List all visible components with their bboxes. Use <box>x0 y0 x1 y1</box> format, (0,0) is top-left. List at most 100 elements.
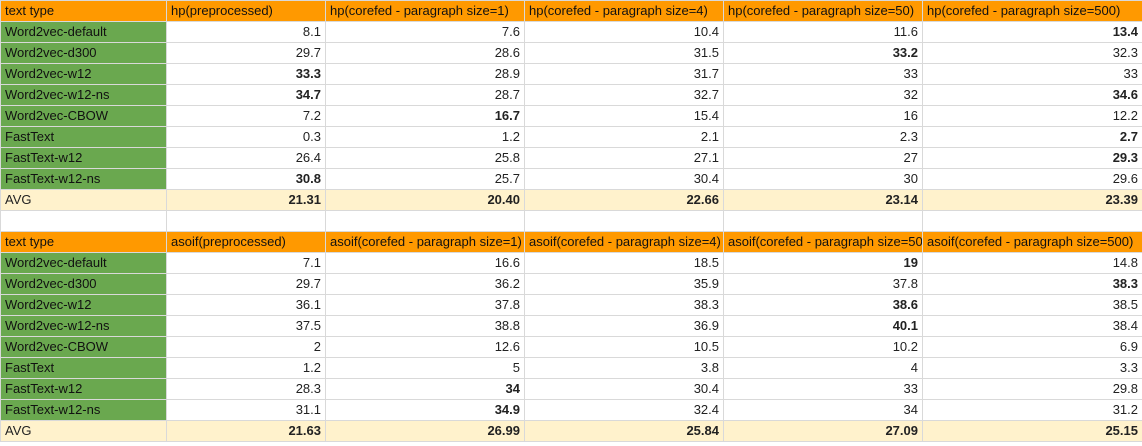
value-cell[interactable]: 34.7 <box>166 84 326 106</box>
average-value-cell[interactable]: 26.99 <box>325 420 525 442</box>
row-label-cell[interactable]: FastText-w12 <box>0 147 167 169</box>
value-cell[interactable]: 6.9 <box>922 336 1142 358</box>
value-cell[interactable]: 18.5 <box>524 252 724 274</box>
average-label-cell[interactable]: AVG <box>0 189 167 211</box>
row-label-cell[interactable]: FastText-w12-ns <box>0 168 167 190</box>
value-cell[interactable]: 1.2 <box>325 126 525 148</box>
value-cell[interactable]: 19 <box>723 252 923 274</box>
value-cell[interactable]: 16 <box>723 105 923 127</box>
value-cell[interactable]: 37.8 <box>325 294 525 316</box>
row-label-cell[interactable]: FastText-w12-ns <box>0 399 167 421</box>
value-cell[interactable]: 2.1 <box>524 126 724 148</box>
header-cell-text-type[interactable]: text type <box>0 231 167 253</box>
value-cell[interactable]: 36.2 <box>325 273 525 295</box>
value-cell[interactable]: 31.1 <box>166 399 326 421</box>
value-cell[interactable]: 12.2 <box>922 105 1142 127</box>
value-cell[interactable]: 3.8 <box>524 357 724 379</box>
row-label-cell[interactable]: FastText <box>0 357 167 379</box>
row-label-cell[interactable]: Word2vec-w12-ns <box>0 315 167 337</box>
empty-cell[interactable] <box>166 210 326 232</box>
header-cell[interactable]: asoif(corefed - paragraph size=1) <box>325 231 525 253</box>
header-cell[interactable]: asoif(corefed - paragraph size=50 <box>723 231 923 253</box>
value-cell[interactable]: 31.7 <box>524 63 724 85</box>
empty-cell[interactable] <box>0 210 167 232</box>
value-cell[interactable]: 38.8 <box>325 315 525 337</box>
value-cell[interactable]: 2.3 <box>723 126 923 148</box>
value-cell[interactable]: 33.3 <box>166 63 326 85</box>
value-cell[interactable]: 36.9 <box>524 315 724 337</box>
header-cell[interactable]: hp(corefed - paragraph size=1) <box>325 0 525 22</box>
value-cell[interactable]: 10.2 <box>723 336 923 358</box>
value-cell[interactable]: 3.3 <box>922 357 1142 379</box>
header-cell[interactable]: hp(corefed - paragraph size=500) <box>922 0 1142 22</box>
header-cell[interactable]: hp(corefed - paragraph size=50) <box>723 0 923 22</box>
value-cell[interactable]: 25.7 <box>325 168 525 190</box>
row-label-cell[interactable]: Word2vec-w12 <box>0 294 167 316</box>
value-cell[interactable]: 38.3 <box>524 294 724 316</box>
value-cell[interactable]: 14.8 <box>922 252 1142 274</box>
average-value-cell[interactable]: 25.15 <box>922 420 1142 442</box>
value-cell[interactable]: 13.4 <box>922 21 1142 43</box>
value-cell[interactable]: 29.7 <box>166 42 326 64</box>
value-cell[interactable]: 29.8 <box>922 378 1142 400</box>
value-cell[interactable]: 36.1 <box>166 294 326 316</box>
value-cell[interactable]: 37.8 <box>723 273 923 295</box>
value-cell[interactable]: 16.7 <box>325 105 525 127</box>
row-label-cell[interactable]: FastText-w12 <box>0 378 167 400</box>
value-cell[interactable]: 7.1 <box>166 252 326 274</box>
row-label-cell[interactable]: Word2vec-default <box>0 252 167 274</box>
value-cell[interactable]: 11.6 <box>723 21 923 43</box>
value-cell[interactable]: 40.1 <box>723 315 923 337</box>
average-value-cell[interactable]: 23.39 <box>922 189 1142 211</box>
header-cell[interactable]: asoif(corefed - paragraph size=500) <box>922 231 1142 253</box>
value-cell[interactable]: 29.7 <box>166 273 326 295</box>
value-cell[interactable]: 35.9 <box>524 273 724 295</box>
value-cell[interactable]: 31.5 <box>524 42 724 64</box>
value-cell[interactable]: 31.2 <box>922 399 1142 421</box>
value-cell[interactable]: 25.8 <box>325 147 525 169</box>
value-cell[interactable]: 7.6 <box>325 21 525 43</box>
row-label-cell[interactable]: FastText <box>0 126 167 148</box>
value-cell[interactable]: 28.7 <box>325 84 525 106</box>
header-cell[interactable]: asoif(preprocessed) <box>166 231 326 253</box>
value-cell[interactable]: 38.5 <box>922 294 1142 316</box>
value-cell[interactable]: 33.2 <box>723 42 923 64</box>
value-cell[interactable]: 34 <box>723 399 923 421</box>
average-value-cell[interactable]: 27.09 <box>723 420 923 442</box>
value-cell[interactable]: 28.9 <box>325 63 525 85</box>
value-cell[interactable]: 30 <box>723 168 923 190</box>
value-cell[interactable]: 27.1 <box>524 147 724 169</box>
value-cell[interactable]: 12.6 <box>325 336 525 358</box>
value-cell[interactable]: 34.6 <box>922 84 1142 106</box>
value-cell[interactable]: 2.7 <box>922 126 1142 148</box>
value-cell[interactable]: 28.6 <box>325 42 525 64</box>
header-cell[interactable]: asoif(corefed - paragraph size=4) <box>524 231 724 253</box>
average-value-cell[interactable]: 22.66 <box>524 189 724 211</box>
row-label-cell[interactable]: Word2vec-d300 <box>0 273 167 295</box>
value-cell[interactable]: 38.3 <box>922 273 1142 295</box>
value-cell[interactable]: 32.4 <box>524 399 724 421</box>
value-cell[interactable]: 27 <box>723 147 923 169</box>
value-cell[interactable]: 15.4 <box>524 105 724 127</box>
value-cell[interactable]: 33 <box>922 63 1142 85</box>
header-cell-text-type[interactable]: text type <box>0 0 167 22</box>
value-cell[interactable]: 2 <box>166 336 326 358</box>
value-cell[interactable]: 32.3 <box>922 42 1142 64</box>
empty-cell[interactable] <box>524 210 724 232</box>
value-cell[interactable]: 32.7 <box>524 84 724 106</box>
row-label-cell[interactable]: Word2vec-default <box>0 21 167 43</box>
value-cell[interactable]: 32 <box>723 84 923 106</box>
value-cell[interactable]: 28.3 <box>166 378 326 400</box>
row-label-cell[interactable]: Word2vec-CBOW <box>0 105 167 127</box>
average-value-cell[interactable]: 23.14 <box>723 189 923 211</box>
empty-cell[interactable] <box>325 210 525 232</box>
average-value-cell[interactable]: 21.63 <box>166 420 326 442</box>
value-cell[interactable]: 26.4 <box>166 147 326 169</box>
average-value-cell[interactable]: 21.31 <box>166 189 326 211</box>
value-cell[interactable]: 5 <box>325 357 525 379</box>
average-label-cell[interactable]: AVG <box>0 420 167 442</box>
value-cell[interactable]: 29.3 <box>922 147 1142 169</box>
value-cell[interactable]: 33 <box>723 63 923 85</box>
value-cell[interactable]: 4 <box>723 357 923 379</box>
header-cell[interactable]: hp(preprocessed) <box>166 0 326 22</box>
